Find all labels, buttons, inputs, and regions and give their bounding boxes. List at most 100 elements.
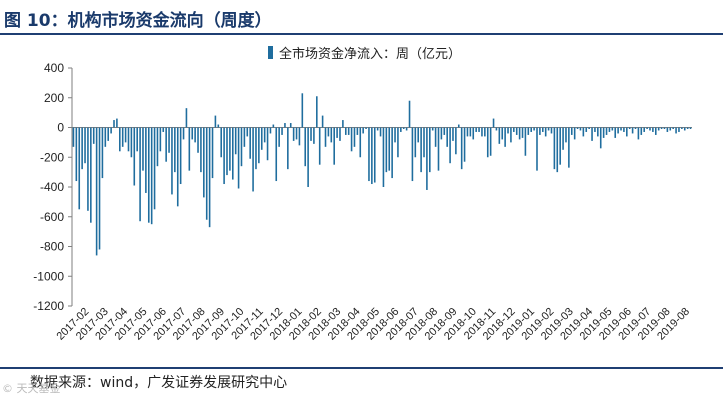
bar	[492, 118, 495, 128]
bar	[599, 127, 602, 149]
bar	[420, 127, 422, 173]
bar	[437, 127, 440, 171]
bar	[81, 127, 83, 170]
bar	[171, 127, 173, 195]
bar	[649, 127, 651, 131]
bar	[72, 127, 75, 147]
bar	[652, 127, 654, 132]
bar	[95, 127, 98, 256]
bar	[307, 127, 309, 187]
bar	[113, 120, 115, 128]
bar	[478, 127, 480, 132]
bar	[182, 127, 185, 140]
legend-swatch	[268, 46, 273, 59]
bar	[457, 124, 460, 128]
bar	[205, 127, 208, 220]
bar	[90, 127, 92, 223]
bar	[84, 127, 86, 164]
bar	[614, 127, 617, 138]
bar	[301, 93, 304, 128]
bar	[469, 127, 472, 137]
bar	[188, 127, 191, 171]
bar	[284, 123, 286, 128]
bar	[260, 127, 263, 150]
bar	[168, 127, 170, 153]
bar	[405, 127, 408, 131]
bar	[298, 127, 301, 146]
bar	[304, 127, 307, 167]
bar	[266, 127, 269, 161]
bar	[237, 127, 240, 189]
bar	[460, 127, 463, 170]
bar	[484, 127, 486, 137]
bar	[605, 127, 608, 135]
bar	[382, 127, 385, 187]
bar	[553, 127, 556, 170]
bar	[570, 127, 573, 135]
bar	[637, 127, 640, 140]
bar	[443, 127, 446, 135]
bar	[200, 127, 202, 173]
bar	[159, 127, 162, 152]
bar	[321, 115, 324, 128]
bar	[133, 127, 136, 186]
bar	[547, 127, 550, 131]
bar	[197, 127, 199, 153]
bar	[147, 127, 150, 223]
bar	[539, 127, 541, 135]
bar	[527, 127, 530, 135]
bar	[130, 127, 133, 158]
bar	[663, 127, 666, 129]
bar	[623, 127, 625, 132]
bar	[402, 127, 405, 129]
y-tick-label: -400	[40, 180, 64, 194]
bar	[223, 127, 225, 185]
bar	[582, 127, 585, 137]
bar	[397, 127, 399, 158]
bar	[373, 127, 376, 183]
bar	[194, 127, 196, 143]
bar	[359, 127, 362, 158]
y-axis: -1200 -1000 -800 -600 -400 -200 0 200 400	[33, 61, 73, 313]
bar	[542, 127, 544, 132]
bar	[87, 127, 89, 211]
bar	[127, 127, 130, 152]
bar	[562, 127, 564, 150]
bar	[263, 127, 266, 143]
bar-series	[72, 93, 692, 256]
bar	[281, 127, 283, 135]
bar	[150, 127, 153, 225]
bar	[350, 127, 353, 152]
chart: 全市场资金净流入：周（亿元） -1200 -1000 -800 -600 -400 -20…	[33, 46, 692, 343]
bar	[391, 127, 393, 179]
bar	[249, 127, 251, 159]
bar	[640, 127, 643, 135]
bar	[226, 127, 228, 176]
bar	[576, 127, 579, 129]
bar	[289, 123, 292, 128]
bar	[657, 127, 660, 131]
bar	[594, 127, 596, 132]
bar	[153, 127, 156, 210]
bar	[513, 127, 515, 132]
top-rule	[0, 33, 723, 35]
bar	[353, 127, 356, 147]
bar	[365, 127, 367, 129]
bar	[530, 127, 532, 132]
bar	[119, 127, 121, 152]
bar	[295, 127, 298, 140]
bar	[336, 127, 338, 138]
bar	[455, 127, 457, 155]
bar	[417, 127, 420, 143]
bar	[524, 127, 527, 156]
bar	[495, 127, 498, 131]
bar	[339, 127, 341, 141]
bar	[318, 127, 321, 165]
bar	[666, 127, 669, 132]
bar	[660, 127, 663, 129]
bar	[434, 127, 437, 147]
bar	[272, 124, 275, 128]
bar	[634, 127, 637, 129]
bar	[243, 127, 246, 147]
bar	[232, 127, 234, 180]
